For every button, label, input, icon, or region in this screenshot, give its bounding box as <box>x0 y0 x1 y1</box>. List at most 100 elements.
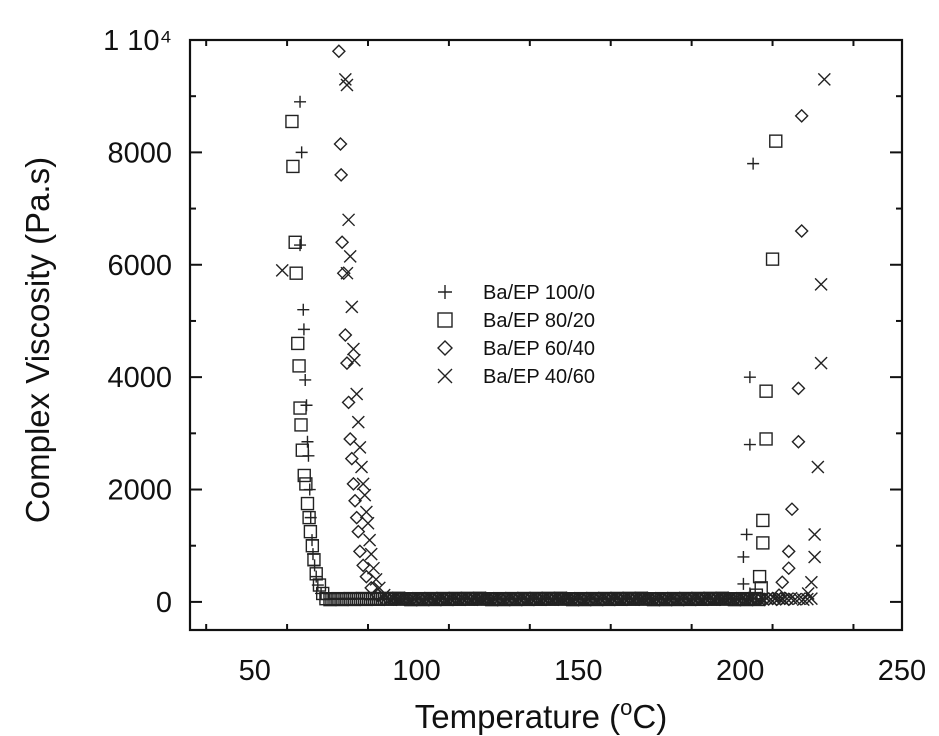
data-point-cross <box>350 387 364 401</box>
y-tick-label: 2000 <box>107 475 172 507</box>
data-point-diamond <box>346 476 361 491</box>
legend-marker-diamond <box>437 340 453 356</box>
data-point-square <box>299 477 313 491</box>
data-point-square <box>756 513 770 528</box>
data-point-cross <box>800 592 814 606</box>
data-point-cross <box>346 342 360 356</box>
x-tick-label: 50 <box>239 655 271 687</box>
data-point-diamond <box>349 510 364 525</box>
data-point-cross <box>364 547 378 561</box>
data-point-cross <box>343 249 357 263</box>
x-tick-label: 100 <box>392 655 440 687</box>
data-point-diamond <box>356 558 371 573</box>
legend-marker-plus <box>438 285 452 299</box>
data-point-square <box>309 567 323 581</box>
data-point-diamond <box>339 356 354 371</box>
legend-marker-square <box>437 312 453 328</box>
data-point-plus <box>740 528 753 541</box>
y-tick-label: 1 10⁴ <box>103 25 172 57</box>
x-tick-label: 250 <box>878 655 926 687</box>
legend-label: Ba/EP 80/20 <box>483 310 595 332</box>
data-point-cross <box>369 572 383 586</box>
plot-border <box>188 38 904 632</box>
data-point-cross <box>355 460 369 474</box>
series-cross <box>275 72 831 607</box>
data-point-square <box>303 524 318 539</box>
data-point-square <box>295 443 310 457</box>
data-point-diamond <box>781 561 796 576</box>
data-point-diamond <box>791 381 806 396</box>
y-axis-title: Complex Viscosity (Pa.s) <box>19 157 56 523</box>
data-point-square <box>288 235 302 249</box>
data-point-diamond <box>784 502 799 517</box>
data-point-diamond <box>331 44 346 59</box>
y-axis: 0 2000 4000 6000 8000 1 10⁴ <box>103 25 902 619</box>
data-point-cross <box>356 477 370 491</box>
data-point-cross <box>801 586 815 600</box>
data-point-plus <box>299 373 312 386</box>
data-point-square <box>305 539 320 553</box>
data-point-square <box>302 510 316 525</box>
data-point-cross <box>275 263 289 277</box>
data-point-cross <box>361 516 375 530</box>
data-point-plus <box>737 577 750 590</box>
data-point-cross <box>804 575 818 589</box>
data-point-diamond <box>344 451 359 466</box>
y-tick-label: 6000 <box>107 250 172 282</box>
data-point-plus <box>747 157 760 170</box>
data-point-diamond <box>794 108 809 123</box>
data-point-diamond <box>772 588 787 603</box>
data-point-diamond <box>352 544 367 559</box>
data-point-cross <box>347 353 361 367</box>
y-tick-label: 8000 <box>107 137 172 169</box>
data-point-plus <box>294 239 307 252</box>
data-series <box>275 44 831 607</box>
data-point-square <box>289 266 303 280</box>
data-point-cross <box>811 460 825 474</box>
data-point-cross <box>814 277 828 291</box>
x-tick-label: 150 <box>554 655 602 687</box>
data-point-plus <box>295 146 308 159</box>
data-point-plus <box>743 371 756 384</box>
x-axis: 50 100 150 200 250 <box>205 40 926 687</box>
data-point-cross <box>814 356 828 370</box>
data-point-cross <box>358 488 372 502</box>
data-point-plus <box>294 95 307 108</box>
data-point-cross <box>363 533 377 547</box>
data-point-square <box>291 336 305 351</box>
data-point-cross <box>351 415 365 429</box>
data-point-cross <box>340 78 354 92</box>
data-point-diamond <box>794 224 809 239</box>
y-tick-label: 0 <box>156 587 172 619</box>
series-square <box>285 114 783 607</box>
data-point-diamond <box>348 493 363 508</box>
plot-frame <box>188 38 904 632</box>
data-point-cross <box>808 527 822 541</box>
data-point-plus <box>301 435 314 448</box>
legend-label: Ba/EP 100/0 <box>483 282 595 304</box>
data-point-square <box>769 134 783 148</box>
data-point-cross <box>340 266 354 280</box>
data-point-diamond <box>335 235 350 250</box>
data-point-diamond <box>333 136 348 151</box>
data-point-square <box>765 252 780 266</box>
data-point-plus <box>743 438 756 451</box>
data-point-cross <box>342 213 356 227</box>
data-point-square <box>297 468 311 483</box>
legend-marker-cross <box>437 368 453 384</box>
data-point-diamond <box>781 544 796 559</box>
data-point-square <box>286 159 300 174</box>
data-point-square <box>759 432 773 446</box>
data-point-cross <box>367 561 380 575</box>
data-point-diamond <box>334 167 349 182</box>
x-axis-title: Temperature (oC) <box>415 695 668 735</box>
data-point-cross <box>372 581 386 595</box>
data-point-cross <box>353 440 367 454</box>
data-point-cross <box>808 550 822 564</box>
legend: Ba/EP 100/0 Ba/EP 80/20 Ba/EP 60/40 Ba/EP 4… <box>437 282 595 388</box>
data-point-diamond <box>359 569 374 584</box>
data-point-plus <box>297 303 310 316</box>
data-point-square <box>756 536 770 550</box>
data-point-plus <box>310 570 323 583</box>
